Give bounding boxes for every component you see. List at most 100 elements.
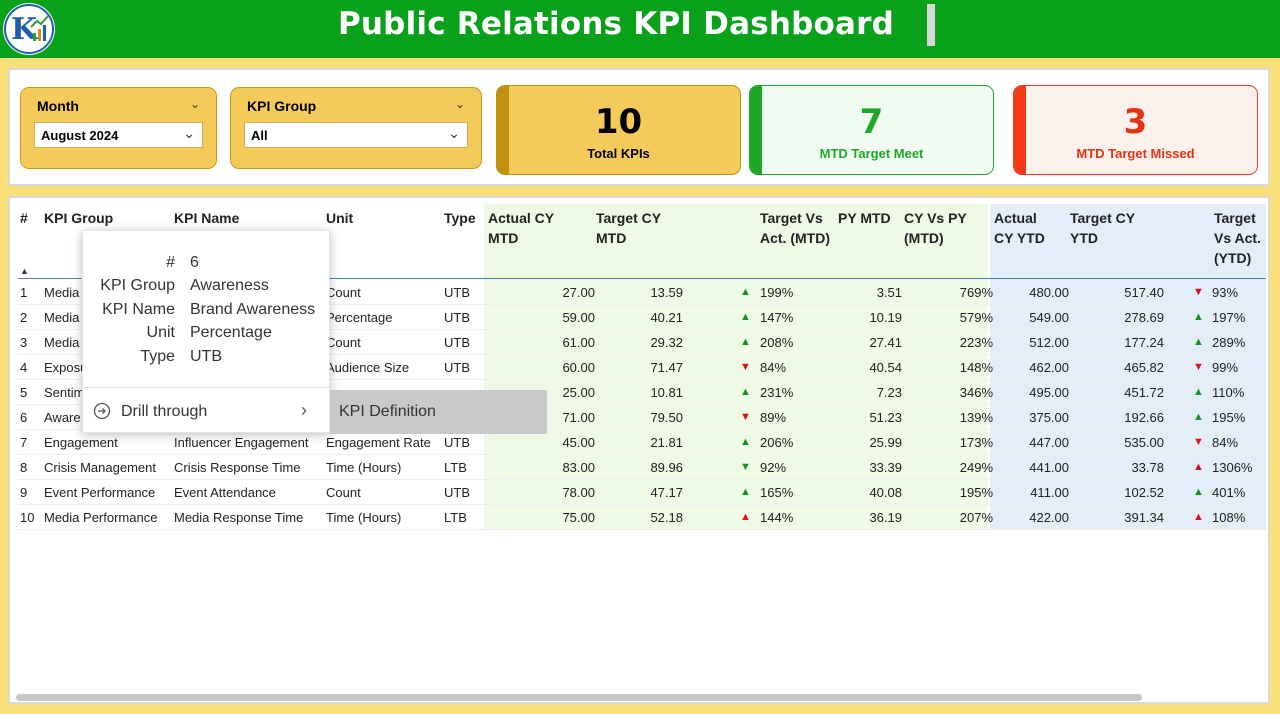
- ytd-column-band: [990, 204, 1266, 530]
- mtd-target-meet-value: 7: [859, 102, 884, 142]
- tooltip-field: KPI Group Awareness: [83, 277, 331, 301]
- kpi-definition-menu-item[interactable]: KPI Definition: [330, 390, 547, 434]
- total-kpis-card[interactable]: 10 Total KPIs: [496, 85, 741, 175]
- row-kpi-group: Exposu: [44, 360, 88, 375]
- month-dropdown[interactable]: August 2024 ⌄: [34, 122, 203, 148]
- row-target-vs-act-ytd: 401%: [1212, 485, 1246, 500]
- table-row[interactable]: 2 Media Percentage UTB 59.00 40.21 147% 10.19 57…: [18, 305, 1266, 330]
- row-index: 3: [20, 335, 28, 350]
- col-header-index[interactable]: #: [20, 210, 28, 226]
- mtd-target-meet-card[interactable]: 7 MTD Target Meet: [749, 85, 994, 175]
- kpi-group-dropdown[interactable]: All ⌄: [244, 122, 468, 148]
- sort-up-icon[interactable]: ▲: [20, 266, 29, 276]
- kpi-group-slicer: KPI Group ⌄ All ⌄: [230, 87, 482, 169]
- row-actual-cy-mtd: 25.00: [562, 385, 595, 400]
- row-target-cy-ytd: 465.82: [1124, 360, 1164, 375]
- row-target-vs-act-mtd: 231%: [760, 385, 794, 400]
- col-header-unit[interactable]: Unit: [326, 210, 354, 226]
- row-actual-cy-ytd: 447.00: [1029, 435, 1069, 450]
- col-header-py-mtd[interactable]: PY MTD: [838, 210, 891, 226]
- row-type: UTB: [444, 310, 470, 325]
- row-kpi-name: Media Response Time: [174, 510, 304, 525]
- arrow-up-icon: ▲: [740, 286, 751, 298]
- row-unit: Time (Hours): [326, 510, 402, 525]
- horizontal-scrollbar[interactable]: [16, 694, 1142, 701]
- col-header-kpi-group[interactable]: KPI Group: [44, 210, 114, 226]
- row-actual-cy-mtd: 83.00: [562, 460, 595, 475]
- row-index: 9: [20, 485, 28, 500]
- tooltip-key: KPI Group: [100, 277, 175, 294]
- row-type: UTB: [444, 360, 470, 375]
- row-py-mtd: 3.51: [876, 285, 902, 300]
- table-row[interactable]: 5 Sentim 25.00 10.81 231% 7.23 346% 495.00 451.7…: [18, 380, 1266, 405]
- mtd-target-meet-label: MTD Target Meet: [819, 146, 924, 161]
- col-header-target-cy-ytd[interactable]: Target CY YTD: [1070, 210, 1135, 246]
- col-header-actual-cy-mtd[interactable]: Actual CY MTD: [488, 210, 554, 246]
- row-actual-cy-ytd: 512.00: [1029, 335, 1069, 350]
- row-index: 2: [20, 310, 28, 325]
- row-py-mtd: 27.41: [869, 335, 902, 350]
- kpi-group-value: All: [251, 128, 268, 143]
- arrow-up-icon: ▲: [1193, 411, 1204, 423]
- row-target-cy-ytd: 451.72: [1124, 385, 1164, 400]
- row-actual-cy-ytd: 462.00: [1029, 360, 1069, 375]
- col-header-target-vs-act-mtd[interactable]: Target Vs Act. (MTD): [760, 210, 830, 246]
- row-target-cy-ytd: 33.78: [1131, 460, 1164, 475]
- row-kpi-group: Crisis Management: [44, 460, 156, 475]
- row-target-cy-mtd: 79.50: [650, 410, 683, 425]
- table-row[interactable]: 7 Engagement Influencer Engagement Engageme…: [18, 430, 1266, 455]
- tooltip-value: UTB: [190, 348, 222, 365]
- row-target-cy-mtd: 47.17: [650, 485, 683, 500]
- row-index: 1: [20, 285, 28, 300]
- table-row[interactable]: 10 Media Performance Media Response Time Ti…: [18, 505, 1266, 530]
- chevron-down-icon[interactable]: ⌄: [189, 97, 200, 111]
- row-target-cy-mtd: 29.32: [650, 335, 683, 350]
- arrow-down-icon: ▼: [1193, 286, 1204, 298]
- row-cy-vs-py-mtd: 769%: [959, 285, 993, 300]
- arrow-up-icon: ▲: [740, 511, 751, 523]
- arrow-up-icon: ▲: [1193, 311, 1204, 323]
- row-target-cy-mtd: 71.47: [650, 360, 683, 375]
- row-actual-cy-ytd: 375.00: [1029, 410, 1069, 425]
- mtd-target-missed-card[interactable]: 3 MTD Target Missed: [1013, 85, 1258, 175]
- row-target-vs-act-mtd: 165%: [760, 485, 794, 500]
- drill-through-menu-item[interactable]: Drill through ›: [83, 391, 331, 431]
- row-unit: Count: [326, 485, 361, 500]
- table-row[interactable]: 3 Media Count UTB 61.00 29.32 208% 27.41 223% 512…: [18, 330, 1266, 355]
- dashboard-title: Public Relations KPI Dashboard: [337, 6, 895, 42]
- col-header-target-cy-mtd[interactable]: Target CY MTD: [596, 210, 661, 246]
- col-header-kpi-name[interactable]: KPI Name: [174, 210, 240, 226]
- arrow-up-icon: ▲: [740, 386, 751, 398]
- company-logo: K: [3, 3, 55, 55]
- col-header-actual-cy-ytd[interactable]: Actual CY YTD: [994, 210, 1045, 246]
- mtd-target-missed-label: MTD Target Missed: [1076, 146, 1195, 161]
- mtd-column-band: [484, 204, 988, 530]
- row-unit: Percentage: [326, 310, 393, 325]
- row-target-vs-act-mtd: 92%: [760, 460, 787, 475]
- tooltip-key: Type: [140, 348, 175, 365]
- row-cy-vs-py-mtd: 139%: [959, 410, 993, 425]
- col-header-target-vs-act-ytd[interactable]: Target Vs Act. (YTD): [1214, 210, 1261, 266]
- row-type: UTB: [444, 285, 470, 300]
- col-header-cy-vs-py-mtd[interactable]: CY Vs PY (MTD): [904, 210, 967, 246]
- svg-text:K: K: [11, 12, 38, 47]
- card-accent: [1014, 86, 1026, 174]
- table-row[interactable]: 8 Crisis Management Crisis Response Time Ti…: [18, 455, 1266, 480]
- tooltip-key: KPI Name: [102, 301, 175, 318]
- drill-through-label: Drill through: [121, 403, 208, 420]
- row-target-vs-act-ytd: 84%: [1212, 435, 1239, 450]
- row-target-cy-ytd: 517.40: [1124, 285, 1164, 300]
- tooltip-field: Type UTB: [83, 348, 331, 372]
- row-target-cy-mtd: 13.59: [650, 285, 683, 300]
- row-target-vs-act-mtd: 208%: [760, 335, 794, 350]
- dropdown-arrow-icon: ⌄: [183, 125, 195, 141]
- col-header-type[interactable]: Type: [444, 210, 476, 226]
- arrow-up-icon: ▲: [1193, 386, 1204, 398]
- row-target-vs-act-mtd: 206%: [760, 435, 794, 450]
- row-kpi-name: Crisis Response Time: [174, 460, 301, 475]
- table-row[interactable]: 6 Aware 71.00 79.50 89% 51.23 139% 375.00 192.66…: [18, 405, 1266, 430]
- table-row[interactable]: 1 Media Count UTB 27.00 13.59 199% 3.51 769% 480.…: [18, 280, 1266, 305]
- chevron-down-icon[interactable]: ⌄: [454, 97, 465, 111]
- table-row[interactable]: 4 Exposu Audience Size UTB 60.00 71.47 84% 40.5…: [18, 355, 1266, 380]
- table-row[interactable]: 9 Event Performance Event Attendance Count U…: [18, 480, 1266, 505]
